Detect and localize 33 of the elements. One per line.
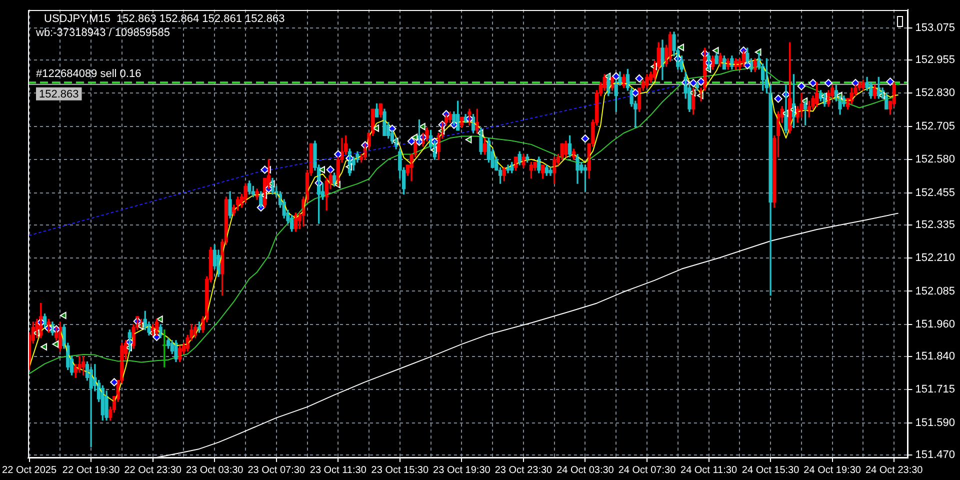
x-tick-label: 24 Oct 15:30 [742, 464, 800, 476]
x-tick-label: 23 Oct 11:30 [310, 464, 367, 476]
y-tick-label: 151.840 [915, 350, 956, 362]
y-tick-label: 153.075 [915, 22, 956, 34]
x-tick-label: 23 Oct 19:30 [433, 464, 491, 476]
y-tick-label: 152.580 [915, 154, 956, 166]
y-tick-label: 152.335 [915, 218, 956, 231]
y-tick-label: 152.705 [915, 120, 956, 132]
x-tick-label: 22 Oct 19:30 [62, 464, 120, 476]
y-tick-label: 152.210 [915, 252, 956, 264]
x-tick-label: 22 Oct 2025 [2, 464, 57, 476]
x-tick-label: 24 Oct 07:30 [618, 464, 676, 476]
y-tick-label: 152.830 [915, 87, 956, 100]
ref-line-label: 152.863 [39, 88, 79, 100]
x-tick-label: 24 Oct 19:30 [804, 464, 862, 476]
y-tick-label: 152.955 [915, 54, 956, 66]
text: wb:-37318943 / 109859585 [35, 27, 170, 40]
y-tick-label: 152.085 [915, 285, 956, 298]
y-tick-label: 151.470 [915, 448, 956, 461]
x-tick-label: 23 Oct 03:30 [186, 464, 244, 476]
x-tick-label: 22 Oct 23:30 [124, 464, 182, 476]
x-tick-label: 24 Oct 11:30 [680, 464, 738, 476]
y-tick-label: 151.960 [915, 318, 956, 331]
y-tick-label: 152.455 [915, 186, 956, 199]
ref-line-label: #122684089 sell 0.16 [36, 68, 142, 80]
chart-title: USDJPY,M15 152.863 152.864 152.861 152.863 [44, 13, 285, 26]
x-tick-label: 23 Oct 15:30 [371, 464, 429, 476]
y-tick-label: 151.590 [915, 416, 956, 429]
x-tick-label: 23 Oct 07:30 [248, 464, 306, 476]
x-tick-label: 24 Oct 23:30 [865, 464, 924, 476]
x-tick-label: 23 Oct 23:30 [494, 464, 553, 476]
x-tick-label: 24 Oct 03:30 [556, 464, 614, 476]
y-tick-label: 151.715 [915, 384, 956, 396]
